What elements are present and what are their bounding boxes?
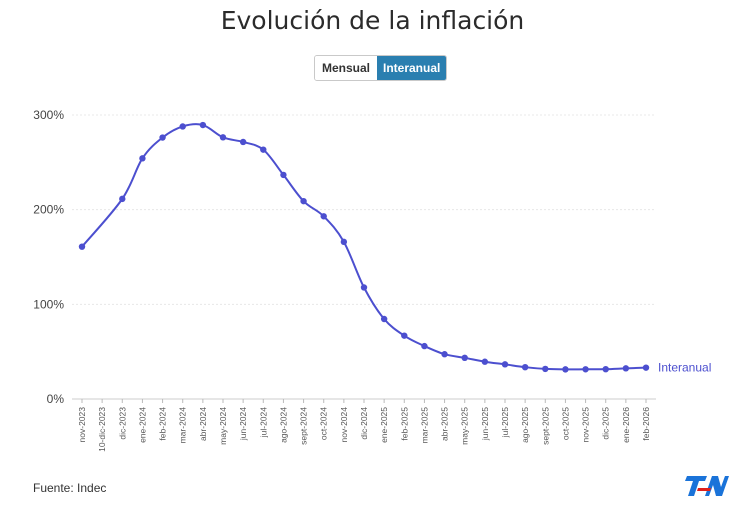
data-point	[380, 315, 388, 323]
data-point	[562, 366, 569, 373]
data-point	[360, 284, 368, 291]
x-tick-label: dic-2023	[117, 407, 127, 440]
data-point	[280, 171, 287, 179]
data-point	[159, 134, 166, 141]
data-point	[401, 332, 408, 339]
data-point	[521, 363, 529, 371]
chart-title: Evolución de la inflación	[220, 6, 525, 35]
data-point	[501, 361, 509, 368]
x-tick-label: mar-2025	[419, 407, 429, 444]
data-point	[340, 238, 348, 246]
x-tick-label: feb-2026	[641, 407, 651, 441]
x-tick-label: ago-2024	[278, 407, 288, 443]
x-tick-label: may-2024	[218, 407, 228, 445]
data-point	[481, 358, 489, 365]
x-tick-label: abr-2025	[440, 407, 450, 441]
x-tick-label: nov-2024	[339, 407, 349, 443]
data-point	[199, 121, 207, 129]
x-tick-label: 10-dic-2023	[97, 407, 107, 452]
data-point	[582, 366, 589, 373]
x-tick-label: oct-2025	[560, 407, 570, 440]
x-tick-label: feb-2025	[399, 407, 409, 441]
data-point	[421, 342, 428, 350]
x-tick-label: nov-2025	[581, 407, 591, 443]
data-point	[119, 195, 126, 203]
x-tick-label: ene-2026	[621, 407, 631, 443]
x-tick-label: jun-2024	[238, 407, 248, 441]
toggle-mensual-button[interactable]: Mensual	[315, 56, 377, 80]
data-point	[239, 138, 247, 146]
tn-logo	[685, 476, 729, 496]
data-point	[219, 134, 227, 141]
data-point	[602, 365, 609, 373]
data-point	[542, 365, 549, 373]
data-point	[461, 354, 468, 362]
x-tick-label: ago-2025	[520, 407, 530, 443]
data-point	[260, 146, 267, 153]
series-label-interanual: Interanual	[658, 361, 711, 375]
x-tick-label: ene-2024	[137, 407, 147, 443]
series-line-interanual	[81, 123, 647, 371]
x-tick-label: feb-2024	[158, 407, 168, 441]
x-tick-label: jul-2024	[258, 407, 268, 439]
source-note: Fuente: Indec	[33, 481, 107, 495]
y-tick-label: 100%	[33, 297, 64, 311]
x-tick-label: sept-2024	[299, 407, 309, 445]
x-tick-label: dic-2024	[359, 407, 369, 440]
inflation-line-chart: 0% 100% 200% 300% nov-2023 10-dic-2023 dic-202…	[33, 108, 711, 452]
data-point	[78, 243, 86, 250]
data-point	[300, 197, 307, 205]
y-tick-label: 200%	[33, 203, 64, 217]
x-tick-label: oct-2024	[319, 407, 329, 440]
x-tick-label: mar-2024	[178, 407, 188, 444]
view-toggle: Mensual Interanual	[314, 55, 447, 81]
data-point	[179, 123, 186, 130]
x-tick-label: nov-2023	[77, 407, 87, 443]
x-tick-label: may-2025	[460, 407, 470, 445]
x-tick-label: dic-2025	[601, 407, 611, 440]
x-tick-label: jul-2025	[500, 407, 510, 439]
data-point	[622, 365, 630, 372]
toggle-interanual-button[interactable]: Interanual	[377, 56, 446, 80]
data-point	[320, 213, 327, 220]
y-tick-label: 300%	[33, 108, 64, 122]
data-point	[642, 364, 650, 371]
x-tick-label: jun-2025	[480, 407, 490, 441]
data-point	[441, 351, 448, 358]
x-tick-label: sept-2025	[540, 407, 550, 445]
y-tick-label: 0%	[47, 392, 65, 406]
x-tick-label: ene-2025	[379, 407, 389, 443]
data-point	[139, 155, 146, 162]
x-tick-label: abr-2024	[198, 407, 208, 441]
